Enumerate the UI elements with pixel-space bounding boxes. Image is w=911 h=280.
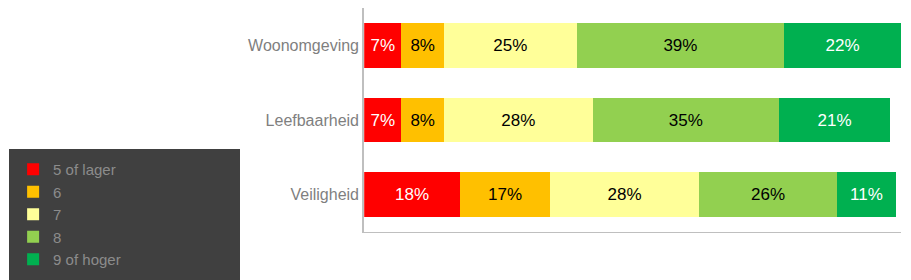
svg-text:28%: 28% bbox=[501, 111, 535, 130]
svg-text:25%: 25% bbox=[493, 36, 527, 55]
svg-text:8%: 8% bbox=[410, 111, 435, 130]
svg-text:Leefbaarheid: Leefbaarheid bbox=[266, 112, 359, 129]
svg-text:Veiligheid: Veiligheid bbox=[291, 186, 360, 203]
svg-text:17%: 17% bbox=[488, 185, 522, 204]
svg-text:8: 8 bbox=[53, 229, 61, 246]
svg-text:7: 7 bbox=[53, 206, 61, 223]
svg-text:Woonomgeving: Woonomgeving bbox=[248, 37, 359, 54]
svg-text:21%: 21% bbox=[818, 111, 852, 130]
svg-text:7%: 7% bbox=[371, 111, 396, 130]
svg-text:8%: 8% bbox=[410, 36, 435, 55]
svg-text:28%: 28% bbox=[608, 185, 642, 204]
svg-text:6: 6 bbox=[53, 184, 61, 201]
svg-text:18%: 18% bbox=[395, 185, 429, 204]
svg-text:5 of lager: 5 of lager bbox=[53, 161, 116, 178]
svg-text:7%: 7% bbox=[371, 36, 396, 55]
svg-text:35%: 35% bbox=[669, 111, 703, 130]
svg-text:11%: 11% bbox=[850, 185, 883, 204]
svg-text:22%: 22% bbox=[826, 36, 860, 55]
svg-text:39%: 39% bbox=[663, 36, 697, 55]
svg-text:26%: 26% bbox=[751, 185, 785, 204]
svg-text:9 of hoger: 9 of hoger bbox=[53, 251, 121, 268]
